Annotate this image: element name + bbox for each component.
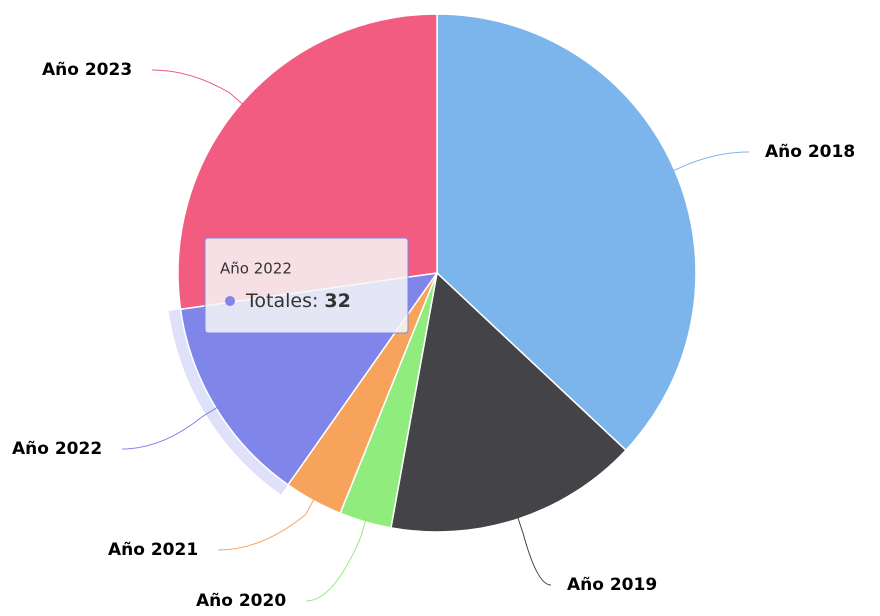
- data-labels: Año 2018 Año 2019 Año 2020 Año 2021 Año 2022…: [12, 60, 855, 611]
- tooltip-marker: [225, 296, 235, 306]
- connector: [306, 517, 367, 602]
- tooltip-value: 32: [324, 290, 350, 312]
- connector: [152, 69, 245, 107]
- tooltip: Año 2022 Totales: 32: [204, 237, 409, 334]
- data-label: Año 2018: [765, 142, 855, 162]
- data-label: Año 2020: [196, 591, 286, 611]
- tooltip-box: [204, 237, 409, 334]
- tooltip-label: Totales: 32: [245, 290, 351, 312]
- data-label: Año 2022: [12, 439, 102, 459]
- connector: [122, 405, 220, 450]
- data-label: Año 2021: [108, 540, 198, 560]
- data-label: Año 2019: [567, 575, 657, 595]
- connector: [218, 496, 316, 551]
- connector: [516, 514, 552, 586]
- connector: [670, 151, 750, 173]
- tooltip-series: Totales:: [245, 290, 318, 312]
- tooltip-title: Año 2022: [220, 260, 292, 278]
- data-label: Año 2023: [42, 60, 132, 80]
